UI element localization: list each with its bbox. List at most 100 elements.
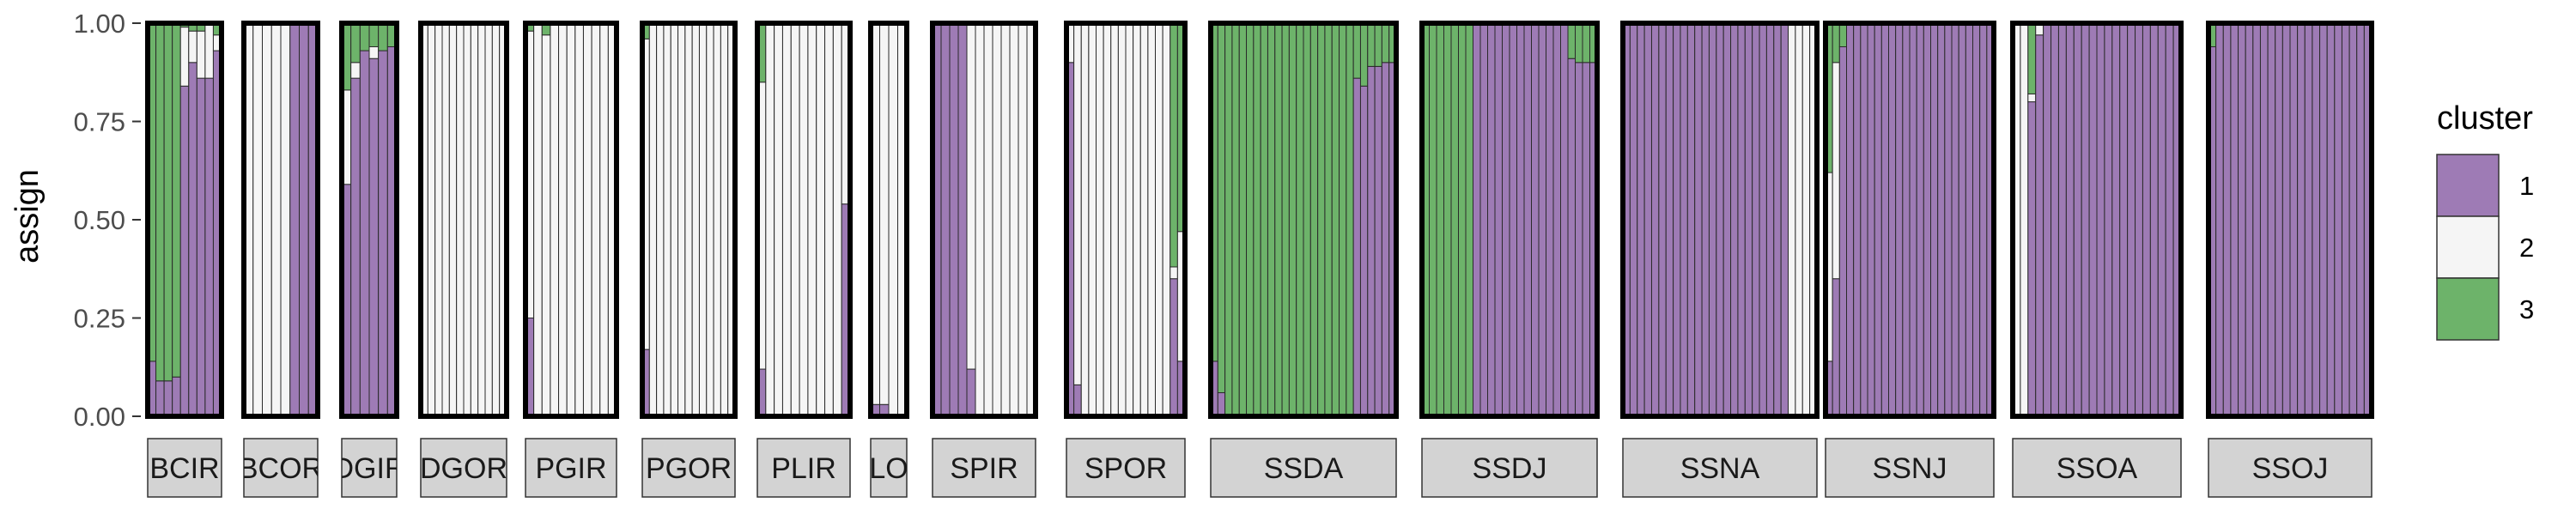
bar-segment-cluster-1 (1650, 22, 1660, 417)
bar-segment-cluster-2 (713, 22, 721, 417)
bar-segment-cluster-2 (350, 62, 361, 79)
panel-dgor: DGOR (418, 21, 509, 498)
facet-strip-label: BCOR (239, 452, 323, 485)
bar-segment-cluster-3 (378, 22, 388, 52)
bar-segment-cluster-3 (172, 22, 181, 378)
bar-segment-cluster-1 (2043, 22, 2052, 417)
bar-segment-cluster-1 (2165, 22, 2174, 417)
bar-segment-cluster-2 (832, 22, 842, 417)
panel-border (418, 21, 509, 419)
bar-segment-cluster-1 (1073, 384, 1082, 417)
bar-segment-cluster-1 (1780, 22, 1789, 417)
bar-segment-cluster-1 (2289, 22, 2299, 417)
bar-segment-cluster-3 (1367, 22, 1376, 67)
facet-strip-label: DGIR (333, 452, 406, 485)
bar-segment-cluster-1 (2238, 22, 2246, 417)
bar-segment-cluster-2 (541, 34, 551, 417)
bar-segment-cluster-2 (966, 22, 976, 370)
bar-segment-cluster-1 (2142, 22, 2151, 417)
bar-segment-cluster-1 (1909, 22, 1917, 417)
facet-strip (756, 438, 851, 498)
bar-segment-cluster-2 (706, 22, 714, 417)
bar-segment-cluster-2 (427, 22, 436, 417)
bar-segment-cluster-1 (1509, 22, 1517, 417)
panel-pgir: PGIR (523, 21, 619, 498)
bar-segment-cluster-3 (1381, 22, 1390, 64)
panel-ssdj: SSDJ (1419, 21, 1600, 498)
panel-ssna: SSNA (1620, 21, 1820, 498)
bar-segment-cluster-2 (1801, 22, 1811, 417)
y-tick-label: 0.75 (74, 107, 125, 137)
bar-segment-cluster-2 (1088, 22, 1097, 417)
bar-segment-cluster-1 (2027, 101, 2037, 417)
bar-segment-cluster-3 (1359, 22, 1369, 87)
facet-strip (641, 438, 736, 498)
bar-segment-cluster-2 (558, 22, 568, 417)
bar-segment-cluster-2 (720, 22, 729, 417)
bar-segment-cluster-2 (2027, 93, 2037, 103)
bar-segment-cluster-1 (1737, 22, 1746, 417)
bar-segment-cluster-1 (1575, 62, 1583, 417)
bar-segment-cluster-3 (1339, 22, 1347, 417)
bar-segment-cluster-2 (677, 22, 686, 417)
bar-segment-cluster-1 (957, 22, 968, 417)
bar-segment-cluster-3 (1309, 22, 1319, 417)
bar-segment-cluster-1 (1773, 22, 1782, 417)
facet-strip-label: DGOR (420, 452, 507, 485)
bar-segment-cluster-1 (1867, 22, 1875, 417)
bar-segment-cluster-3 (1374, 22, 1382, 67)
bar-segment-cluster-3 (163, 22, 173, 382)
bar-segment-cluster-2 (1073, 22, 1082, 385)
bar-segment-cluster-2 (765, 22, 775, 417)
panel-plir: PLIR (755, 21, 853, 498)
bar-segment-cluster-1 (2304, 22, 2313, 417)
bar-segment-cluster-2 (270, 22, 282, 417)
panel-border (523, 21, 619, 419)
bar-segment-cluster-1 (1846, 22, 1855, 417)
bar-segment-cluster-3 (1253, 22, 1261, 417)
bar-segment-cluster-3 (1224, 22, 1233, 417)
bar-segment-cluster-2 (484, 22, 493, 417)
bar-segment-cluster-1 (1686, 22, 1696, 417)
panel-border (2206, 21, 2374, 419)
bar-segment-cluster-3 (1260, 22, 1268, 417)
bar-segment-cluster-2 (1125, 22, 1134, 417)
bar-segment-cluster-1 (2065, 22, 2075, 417)
bar-segment-cluster-1 (2111, 22, 2121, 417)
facet-strip-label: BCIR (149, 452, 219, 485)
bar-segment-cluster-2 (566, 22, 576, 417)
bar-segment-cluster-3 (1288, 22, 1297, 417)
bar-segment-cluster-2 (441, 22, 450, 417)
bar-segment-cluster-3 (1317, 22, 1326, 417)
bar-segment-cluster-3 (1303, 22, 1311, 417)
bar-segment-cluster-2 (879, 22, 890, 405)
bar-segment-cluster-3 (2027, 22, 2037, 94)
bar-segment-cluster-2 (456, 22, 465, 417)
bar-segment-cluster-2 (1139, 22, 1149, 417)
bar-segment-cluster-2 (448, 22, 458, 417)
facet-panels: BCIR BCOR DGIR DGOR PGIR PGOR PLIR LO SPIR SPOR SS… (145, 21, 2374, 498)
y-axis: assign 0.00 0.25 0.50 0.75 1.00 (9, 9, 141, 432)
bar-segment-cluster-3 (359, 22, 370, 52)
bar-segment-cluster-1 (2267, 22, 2276, 417)
y-tick-label: 0.50 (74, 205, 125, 235)
bar-segment-cluster-1 (1217, 392, 1226, 417)
bar-segment-cluster-2 (1162, 22, 1171, 417)
bar-segment-cluster-1 (2073, 22, 2082, 417)
bar-segment-cluster-3 (1436, 22, 1444, 417)
bar-segment-cluster-3 (1246, 22, 1255, 417)
bar-segment-cluster-1 (1523, 22, 1532, 417)
bar-segment-cluster-2 (533, 22, 543, 417)
bar-segment-cluster-3 (1267, 22, 1276, 417)
bar-segment-cluster-1 (1979, 22, 1988, 417)
facet-strip-label: SSNJ (1873, 452, 1947, 485)
facet-strip (870, 438, 908, 498)
bar-segment-cluster-1 (1838, 45, 1847, 417)
bar-segment-cluster-1 (1874, 22, 1882, 417)
bar-segment-cluster-2 (1000, 22, 1011, 417)
facet-strip (525, 438, 617, 498)
bar-segment-cluster-1 (1473, 22, 1481, 417)
bar-segment-cluster-3 (1217, 22, 1226, 394)
bar-segment-cluster-2 (656, 22, 665, 417)
